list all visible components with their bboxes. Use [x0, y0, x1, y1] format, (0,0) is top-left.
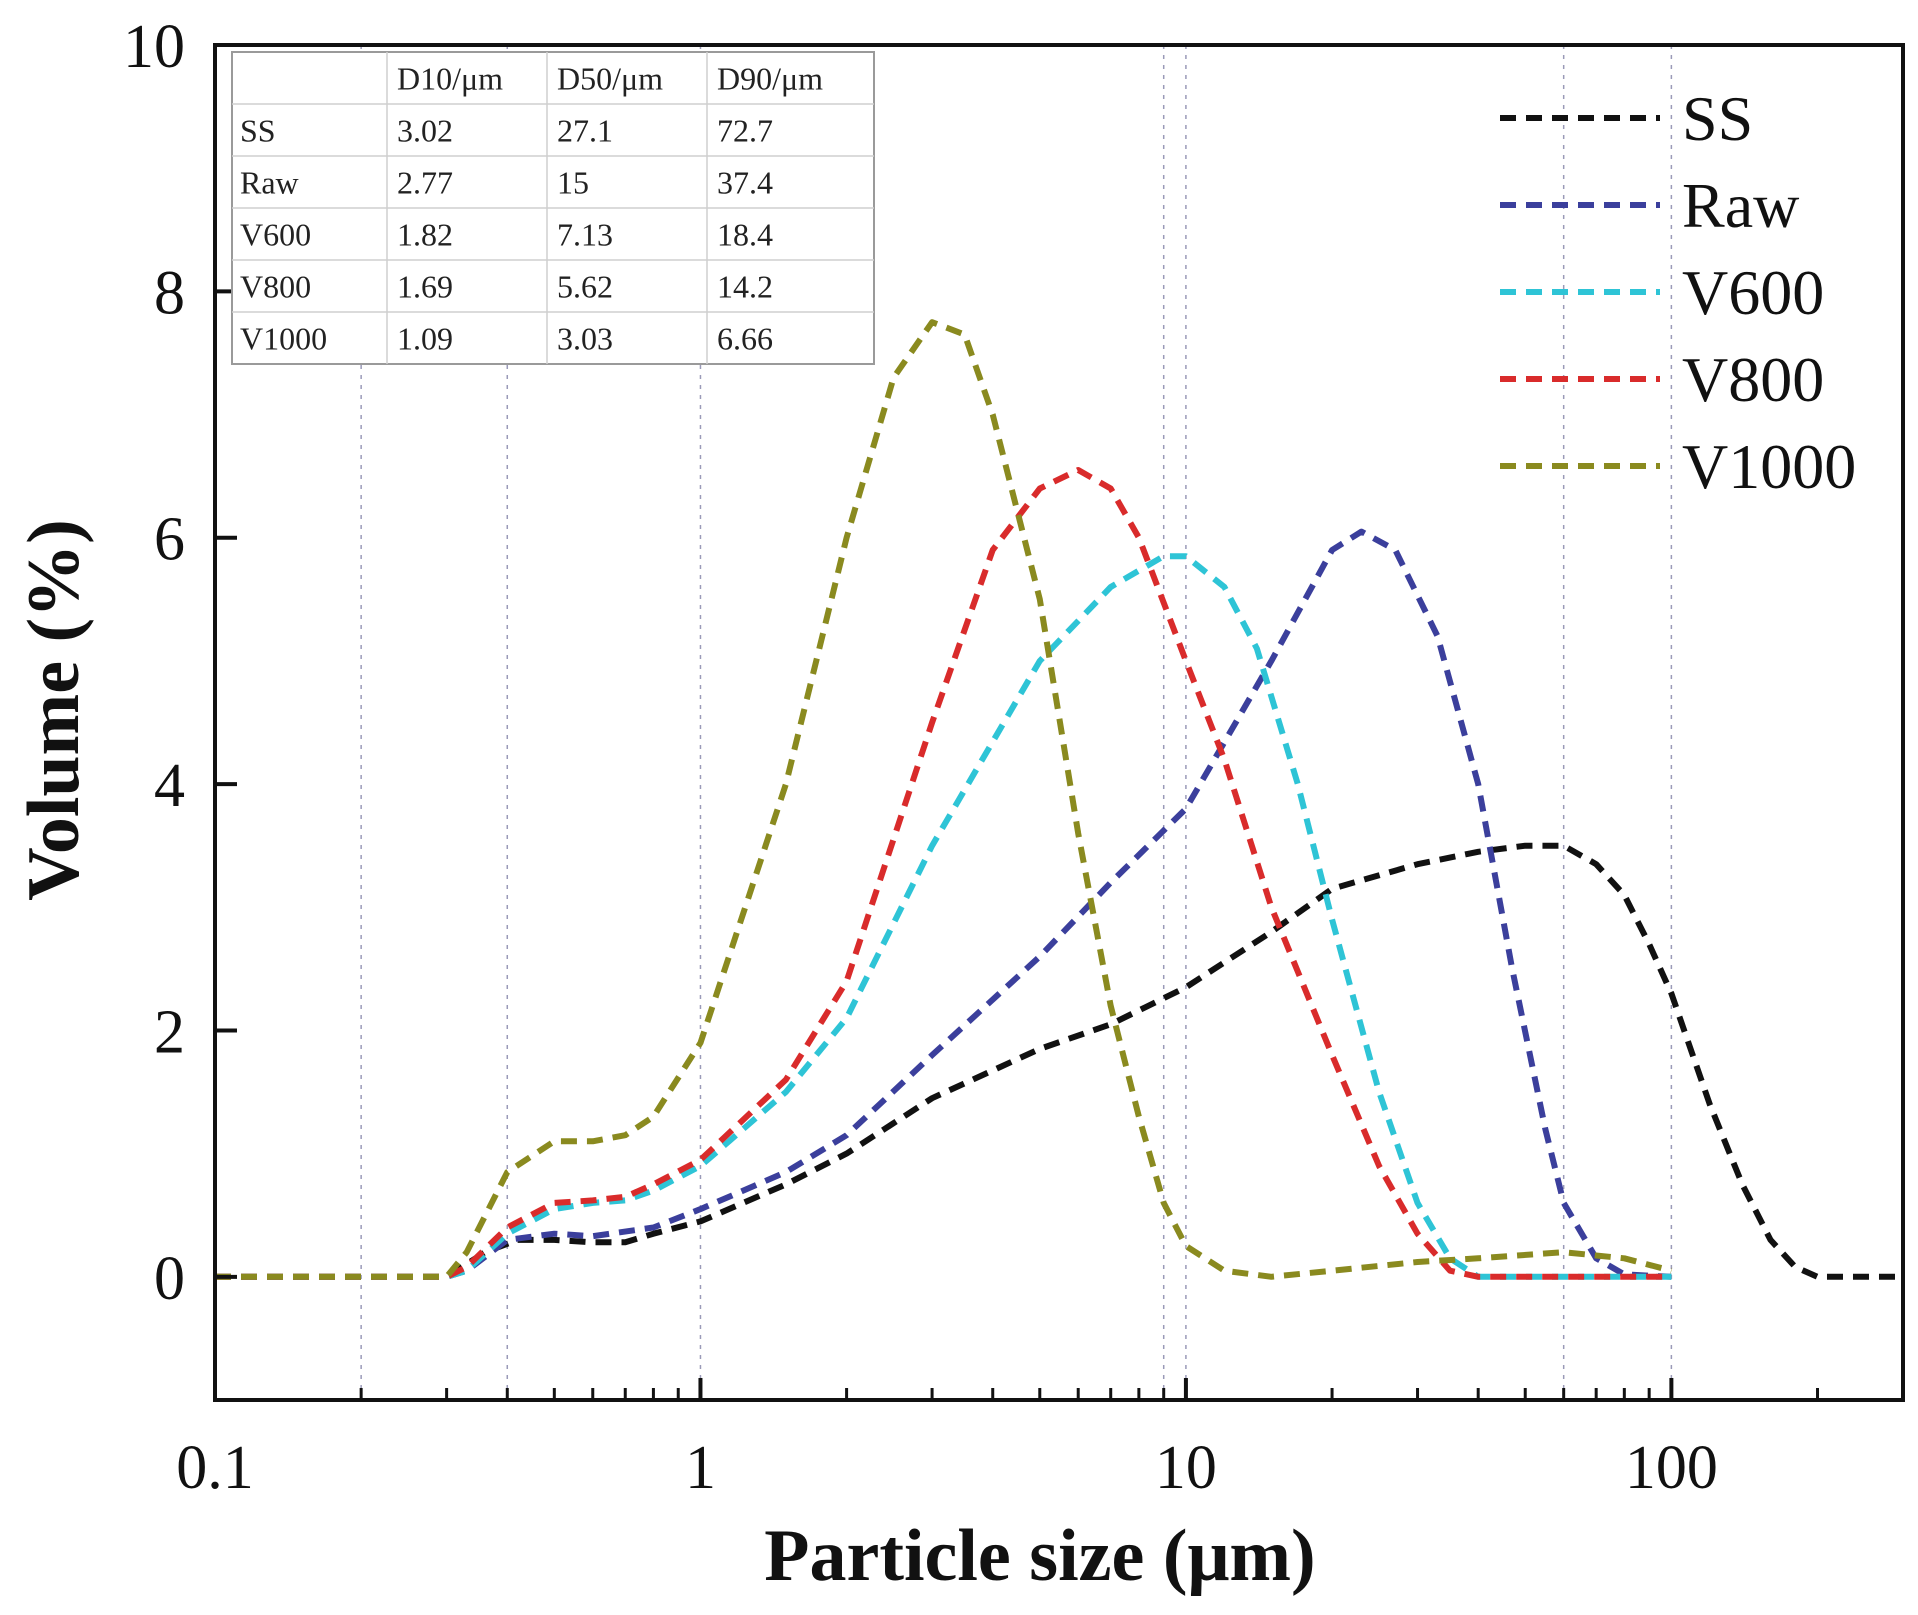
series-line-ss	[215, 842, 1903, 1280]
table-header-cell: D90/μm	[717, 60, 823, 96]
table-cell: V800	[240, 268, 311, 304]
table-cell: 3.03	[557, 320, 613, 356]
x-tick-label: 0.1	[176, 1434, 254, 1502]
table-cell: 27.1	[557, 112, 613, 148]
table-header-cell: D50/μm	[557, 60, 663, 96]
axes: 0 2 4 6 8 10 0.1 1 10 100	[123, 13, 1905, 1502]
table-cell: 7.13	[557, 216, 613, 252]
table-cell: 1.82	[397, 216, 453, 252]
table-cell: V600	[240, 216, 311, 252]
legend-label-ss: SS	[1682, 83, 1753, 154]
legend-label-v600: V600	[1682, 257, 1824, 328]
series-line-v1000	[215, 319, 1673, 1280]
table-cell: 72.7	[717, 112, 773, 148]
table-cell: 37.4	[717, 164, 773, 200]
table-cell: 15	[557, 164, 589, 200]
series-line-raw	[215, 528, 1672, 1280]
x-tick-label: 1	[685, 1434, 716, 1502]
plot-frame	[213, 43, 1905, 1402]
legend-label-v1000: V1000	[1682, 431, 1856, 502]
y-tick-label: 4	[154, 752, 185, 820]
y-tick-label: 6	[154, 506, 185, 574]
series-lines	[215, 319, 1903, 1280]
x-tick-label: 100	[1625, 1434, 1718, 1502]
table-cell: 2.77	[397, 164, 453, 200]
table-cell: Raw	[240, 164, 299, 200]
table-cell: 3.02	[397, 112, 453, 148]
table-cell: 18.4	[717, 216, 773, 252]
x-tick-label: 10	[1155, 1434, 1217, 1502]
legend-label-v800: V800	[1682, 344, 1824, 415]
table-cell: SS	[240, 112, 276, 148]
table-cell: 14.2	[717, 268, 773, 304]
table-cell: 5.62	[557, 268, 613, 304]
y-tick-label: 10	[123, 13, 185, 81]
table-cell: 6.66	[717, 320, 773, 356]
y-tick-label: 8	[154, 259, 185, 327]
y-tick-label: 0	[154, 1245, 185, 1313]
data-table: D10/μm D50/μm D90/μm SS 3.02 27.1 72.7 Raw 2.77 1…	[231, 51, 875, 365]
y-tick-label: 2	[154, 998, 185, 1066]
series-line-v800	[215, 467, 1672, 1280]
series-line-v600	[215, 553, 1672, 1280]
x-axis-title: Particle size (μm)	[764, 1515, 1315, 1597]
table-header-cell: D10/μm	[397, 60, 503, 96]
table-cell: 1.09	[397, 320, 453, 356]
table-cell: 1.69	[397, 268, 453, 304]
legend: SS Raw V600 V800 V1000	[1500, 83, 1856, 502]
legend-label-raw: Raw	[1682, 170, 1799, 241]
y-axis-title: Volume (%)	[13, 519, 95, 901]
table-cell: V1000	[240, 320, 327, 356]
